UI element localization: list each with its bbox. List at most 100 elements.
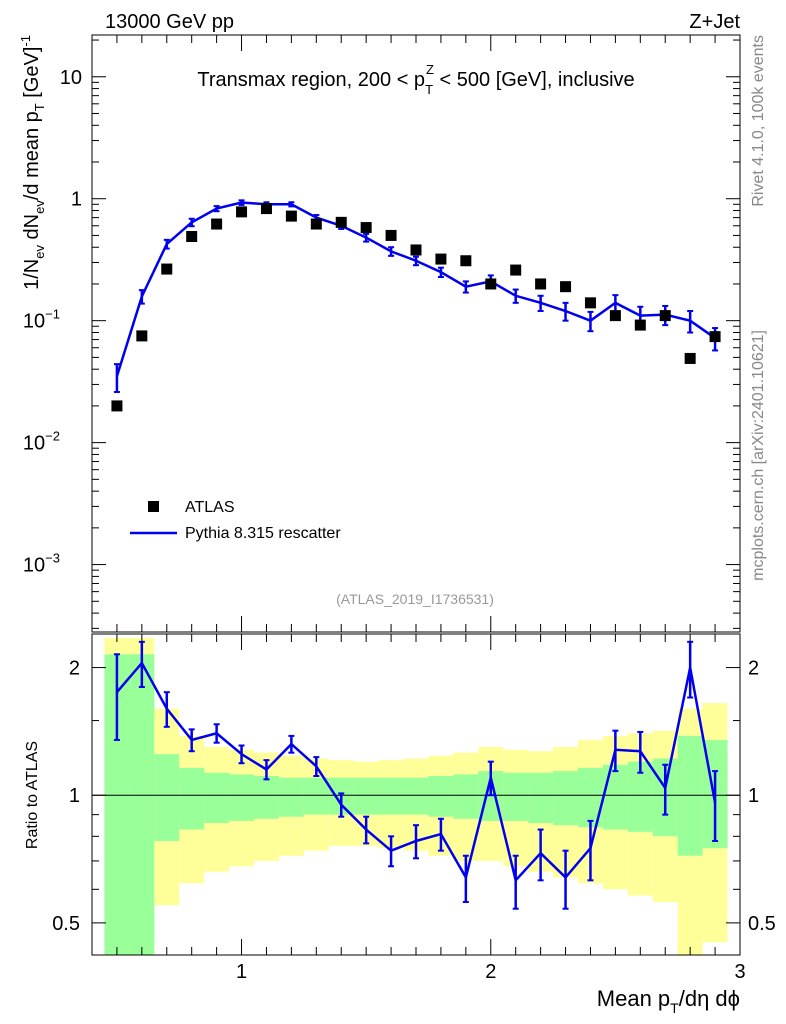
- ylabel-a: 1/N: [21, 259, 43, 290]
- rivet-label: Rivet 4.1.0, 100k events: [750, 35, 767, 207]
- atlas-point: [236, 206, 248, 218]
- atlas-point: [335, 216, 347, 228]
- chart-title-pre: Transmax region, 200 < p: [197, 69, 425, 91]
- chart-title-sup: Z: [426, 62, 434, 77]
- analysis-watermark: (ATLAS_2019_I1736531): [336, 591, 494, 607]
- atlas-point: [709, 331, 721, 343]
- ylabel-f: T: [32, 103, 47, 111]
- ratio-band-green: [528, 772, 554, 824]
- atlas-point: [186, 230, 198, 242]
- main-data: [111, 199, 721, 412]
- atlas-point: [535, 278, 547, 290]
- ratio-band-green: [303, 777, 329, 815]
- atlas-point: [385, 229, 397, 241]
- atlas-point: [485, 278, 497, 290]
- atlas-point: [111, 400, 123, 412]
- atlas-point: [584, 297, 596, 309]
- ylabel-b: ev: [32, 245, 47, 259]
- legend-atlas-marker: [148, 501, 159, 512]
- ratio-y-tick-label-right: 2: [748, 658, 759, 680]
- x-axis-label: Mean pT/dη dϕ: [597, 986, 740, 1016]
- atlas-point: [211, 218, 223, 230]
- ratio-band-green: [453, 774, 479, 819]
- ylabel-h: -1: [18, 35, 33, 47]
- main-y-tick-label: 10: [60, 67, 82, 89]
- atlas-point: [260, 203, 272, 215]
- tick-exp: −1: [45, 307, 60, 322]
- ratio-band-green: [229, 774, 254, 821]
- ratio-band-green: [602, 764, 628, 830]
- ratio-y-tick-label-right: 0.5: [748, 913, 776, 935]
- atlas-point: [460, 255, 472, 267]
- atlas-point: [310, 218, 322, 230]
- ratio-panel: 2 2 1 1 0.5 0.5 1 2 3 Ratio to ATLAS Mean pT/dη …: [24, 633, 776, 1016]
- ratio-band-green: [378, 777, 404, 815]
- ratio-bands: [104, 637, 728, 955]
- tick-base: 10: [23, 555, 45, 577]
- ratio-y-tick-label: 2: [69, 658, 80, 680]
- atlas-point: [161, 263, 173, 275]
- ratio-band-green: [503, 772, 529, 821]
- ratio-band-green: [677, 735, 703, 856]
- chart-title-sub: T: [425, 82, 433, 97]
- pythia-line: [115, 201, 716, 377]
- ylabel-e: /d mean p: [21, 111, 43, 200]
- atlas-point: [634, 319, 646, 331]
- atlas-point: [285, 210, 297, 222]
- legend-atlas-label: ATLAS: [185, 499, 235, 516]
- legend-pythia-label: Pythia 8.315 rescatter: [185, 525, 341, 542]
- chart-title: Transmax region, 200 < pTZ < 500 [GeV], …: [197, 62, 634, 97]
- xlabel-pre: Mean p: [597, 986, 670, 1011]
- ratio-band-green: [154, 754, 180, 841]
- ratio-band-green: [553, 771, 578, 826]
- tick-base: 10: [23, 433, 45, 455]
- tick-exp: −2: [45, 429, 60, 444]
- ylabel-d: ev: [32, 200, 47, 214]
- ratio-y-tick-label: 1: [69, 785, 80, 807]
- main-y-tick-label: 10−2: [23, 429, 60, 455]
- ylabel-c: dN: [21, 214, 43, 245]
- ratio-band-green: [204, 772, 230, 824]
- atlas-point: [435, 253, 447, 265]
- ratio-band-green: [353, 777, 379, 815]
- atlas-point: [659, 310, 671, 322]
- tick-exp: −3: [45, 551, 60, 566]
- chart-title-post: < 500 [GeV], inclusive: [434, 69, 635, 91]
- ratio-band-green: [428, 776, 454, 817]
- ratio-band-green: [129, 654, 155, 955]
- ratio-y-axis-label: Ratio to ATLAS: [24, 741, 41, 849]
- ratio-band-green: [254, 776, 279, 819]
- atlas-point: [360, 222, 372, 234]
- tick-base: 10: [23, 311, 45, 333]
- atlas-point: [410, 244, 422, 256]
- x-tick-label: 1: [236, 961, 247, 983]
- xlabel-sub: T: [670, 1000, 679, 1016]
- main-plot-frame: [91, 34, 741, 633]
- atlas-point: [136, 330, 148, 342]
- main-y-axis-label: 1/Nev dNev/d mean pT [GeV]-1: [18, 35, 47, 290]
- atlas-point: [609, 310, 621, 322]
- atlas-point: [560, 281, 572, 293]
- ylabel-g: [GeV]: [21, 47, 43, 104]
- ratio-band-green: [278, 777, 304, 817]
- x-tick-label: 3: [734, 961, 745, 983]
- ratio-ticks: 2 2 1 1 0.5 0.5 1 2 3: [52, 634, 776, 983]
- main-y-tick-label: 1: [71, 189, 82, 211]
- ratio-y-tick-label: 0.5: [52, 913, 80, 935]
- atlas-point: [684, 352, 696, 364]
- mcplots-label: mcplots.cern.ch [arXiv:2401.10621]: [750, 330, 767, 581]
- main-y-tick-label: 10−3: [23, 551, 60, 577]
- ratio-y-tick-label-right: 1: [748, 785, 759, 807]
- ratio-data: [113, 640, 719, 910]
- x-tick-label: 2: [485, 961, 496, 983]
- legend: ATLAS Pythia 8.315 rescatter: [130, 499, 341, 542]
- atlas-point: [510, 264, 522, 276]
- ratio-band-green: [179, 767, 205, 830]
- main-y-tick-label: 10−1: [23, 307, 60, 333]
- header-right-label: Z+Jet: [689, 11, 740, 33]
- header-left-label: 13000 GeV pp: [105, 11, 234, 33]
- ratio-band-green: [403, 777, 429, 815]
